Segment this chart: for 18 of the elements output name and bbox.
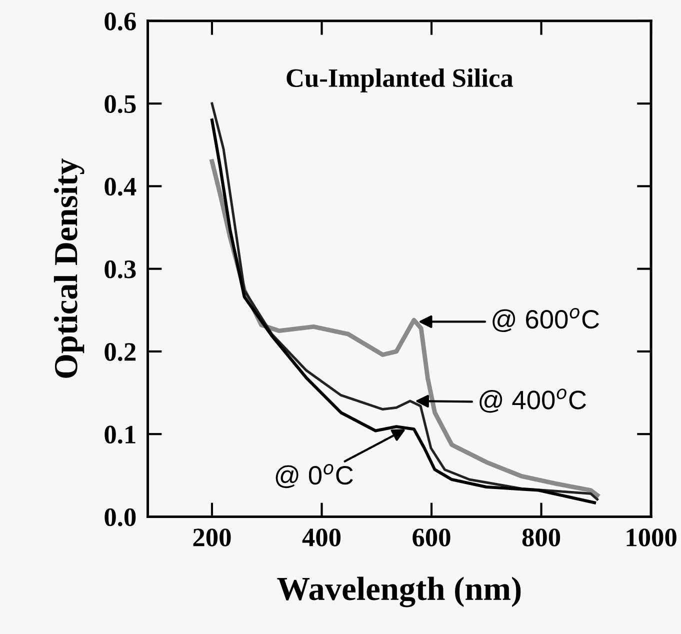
y-tick-label: 0.5 xyxy=(104,95,136,114)
annotation: @ 0$^{o}$C xyxy=(276,464,353,488)
x-axis-title: Wavelength (nm) xyxy=(277,576,521,608)
text: Cu-Implanted Silica xyxy=(286,68,514,92)
y-tick-label: 0.6 xyxy=(104,12,136,30)
y-tick-label: 0.2 xyxy=(104,343,136,361)
y-tick-label: 0.0 xyxy=(104,508,136,526)
x-tick-label: 400 xyxy=(302,528,341,546)
x-tick-label: 1000 xyxy=(626,528,676,546)
x-tick-label: 600 xyxy=(412,528,450,546)
x-tick-label: 800 xyxy=(522,528,560,546)
y-axis-title: Optical Density xyxy=(54,158,84,378)
x-tick-label: 200 xyxy=(193,528,231,546)
annotation: @ 600$^{o}$C xyxy=(492,308,600,332)
y-tick-label: 0.1 xyxy=(104,426,136,444)
annotation: @ 400$^{o}$C xyxy=(480,388,586,413)
y-tick-label: 0.3 xyxy=(104,260,136,278)
y-tick-label: 0.4 xyxy=(104,178,136,196)
